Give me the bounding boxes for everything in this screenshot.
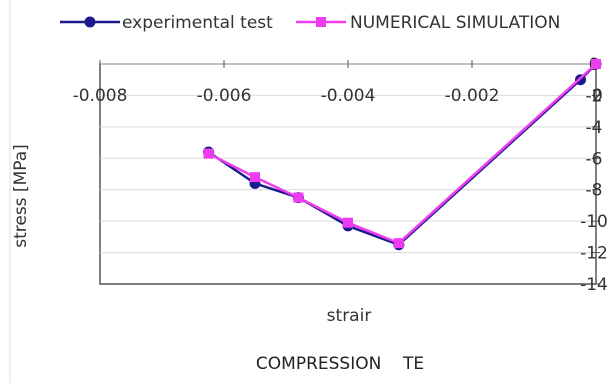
data-point-numerical-simulation	[343, 217, 353, 228]
legend-marker-circle	[84, 16, 96, 28]
data-point-numerical-simulation	[393, 238, 404, 249]
data-point-numerical-simulation	[250, 172, 260, 183]
x-tick-label: -0.006	[197, 86, 252, 106]
x-tick-label: -0.002	[445, 86, 500, 106]
legend-label: NUMERICAL SIMULATION	[350, 13, 560, 33]
gridlines	[100, 63, 596, 254]
series-line-numerical-simulation	[207, 63, 597, 245]
legend-marker-square	[316, 17, 326, 27]
y-tick-label: -4	[586, 118, 603, 138]
y-tick-label: -10	[580, 212, 608, 232]
x-axis-label: strair	[327, 306, 372, 326]
plot-area	[99, 63, 597, 285]
series-layer	[203, 58, 602, 251]
x-tick-label: -0.008	[73, 86, 128, 106]
data-point-numerical-simulation	[591, 59, 601, 69]
y-tick-label: -14	[580, 275, 608, 295]
legend: experimental test NUMERICAL SIMULATION	[60, 13, 560, 33]
y-tick-label: -12	[580, 244, 608, 264]
y-tick-label: -8	[586, 181, 603, 201]
data-point-numerical-simulation	[293, 192, 304, 203]
y-axis-label: stress [MPa]	[11, 144, 31, 248]
y-tick-label: -6	[586, 149, 603, 169]
y-tick-label: -2	[586, 86, 603, 106]
x-tick-label: 0	[592, 86, 603, 106]
chart-title: COMPRESSION TE	[256, 354, 424, 374]
legend-label: experimental test	[122, 13, 273, 33]
x-tick-label: -0.004	[321, 86, 376, 106]
data-point-numerical-simulation	[203, 148, 214, 159]
